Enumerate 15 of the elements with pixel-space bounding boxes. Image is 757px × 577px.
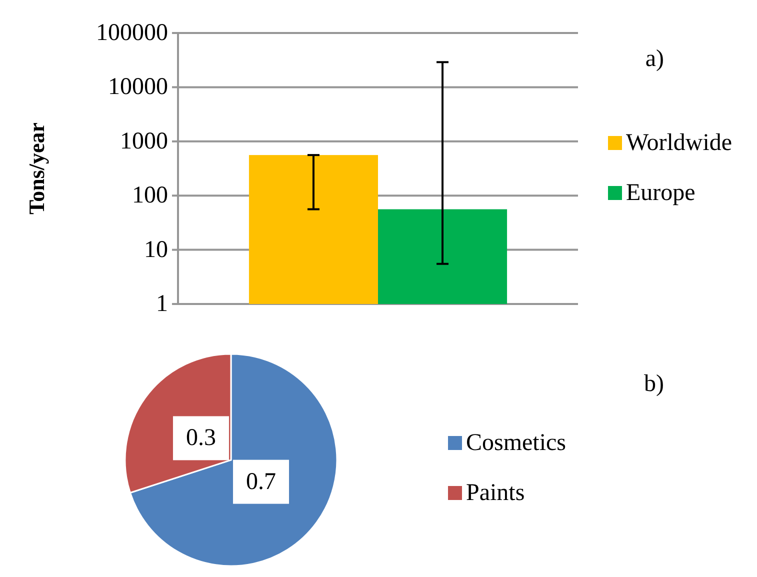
legend-label: Worldwide: [626, 130, 732, 156]
legend-label: Cosmetics: [466, 430, 566, 456]
y-tick-label: 100: [132, 182, 168, 209]
y-tick-label: 1000: [120, 128, 168, 154]
text: a): [645, 46, 664, 72]
y-tick-label: 1: [156, 291, 168, 317]
y-tick-label: 10000: [108, 74, 168, 100]
data-label: 0.7: [246, 468, 276, 495]
data-label: 0.3: [186, 425, 216, 452]
legend-label: Europe: [626, 180, 696, 206]
y-tick-label: 100000: [96, 20, 168, 46]
y-axis-title: Tons/year: [24, 122, 49, 215]
text: b): [644, 371, 664, 397]
legend-label: Paints: [466, 480, 525, 506]
y-tick-label: 10: [144, 236, 168, 263]
